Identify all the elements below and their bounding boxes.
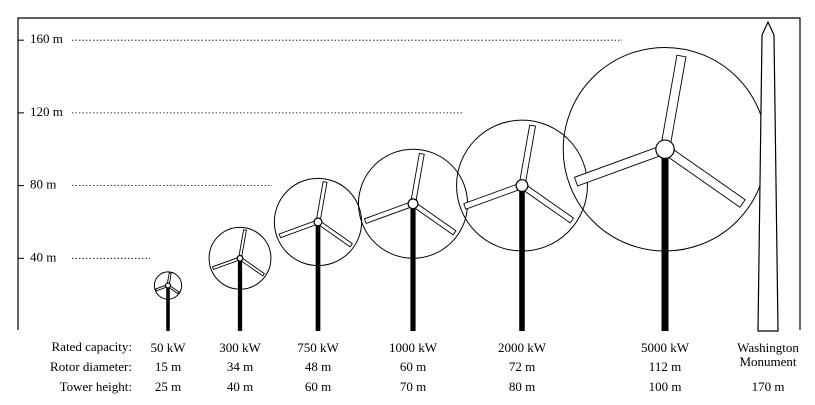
hub [515,179,529,193]
tower [237,258,243,331]
monument [757,20,779,332]
value-label: 60 m [400,359,426,374]
blade [463,182,524,210]
blade [659,54,687,151]
value-label: 25 m [155,379,181,394]
value-label: 100 m [649,379,682,394]
value-label: 48 m [305,359,331,374]
blade [238,229,247,260]
value-label: 72 m [509,359,535,374]
value-label: 60 m [305,379,331,394]
blade [410,152,425,205]
hub [407,198,419,210]
blade [278,219,320,239]
y-tick-label: 160 m [30,31,63,46]
rotor [153,271,183,300]
blade [363,200,415,224]
rotor [208,226,272,290]
category-label: 5000 kW [640,340,690,355]
hub [655,139,675,159]
category-label: 750 kW [297,340,339,355]
blade [573,144,668,187]
value-label: 40 m [227,379,253,394]
hub [164,282,172,289]
value-label: 170 m [752,379,785,394]
blade [518,124,536,187]
value-label: 15 m [155,359,181,374]
value-label: 112 m [649,359,681,374]
category-label: 50 kW [150,340,186,355]
blade [519,182,575,224]
category-label: 300 kW [219,340,261,355]
row-label: Rated capacity: [52,339,133,354]
blade [211,256,242,271]
frame [17,17,801,330]
tower [315,221,321,331]
category-label: 1000 kW [388,340,438,355]
row-label: Rotor diameter: [50,359,132,374]
value-label: 70 m [400,379,426,394]
value-label: 80 m [509,379,535,394]
blade [316,219,353,248]
tower [519,185,525,331]
tower [166,285,170,331]
category-label: Washington Monument [737,340,799,369]
hub [236,254,244,262]
blade [238,256,265,277]
value-label: 34 m [227,359,253,374]
tower [661,149,669,331]
y-tick-label: 80 m [30,177,56,192]
blade [661,144,746,208]
blade [315,181,328,223]
blade [410,201,457,236]
category-label: 2000 kW [497,340,547,355]
tower [410,203,416,331]
y-tick-label: 40 m [30,249,56,264]
y-tick-label: 120 m [30,104,63,119]
rotor [456,119,588,252]
hub [313,217,323,227]
row-label: Tower height: [60,379,132,394]
